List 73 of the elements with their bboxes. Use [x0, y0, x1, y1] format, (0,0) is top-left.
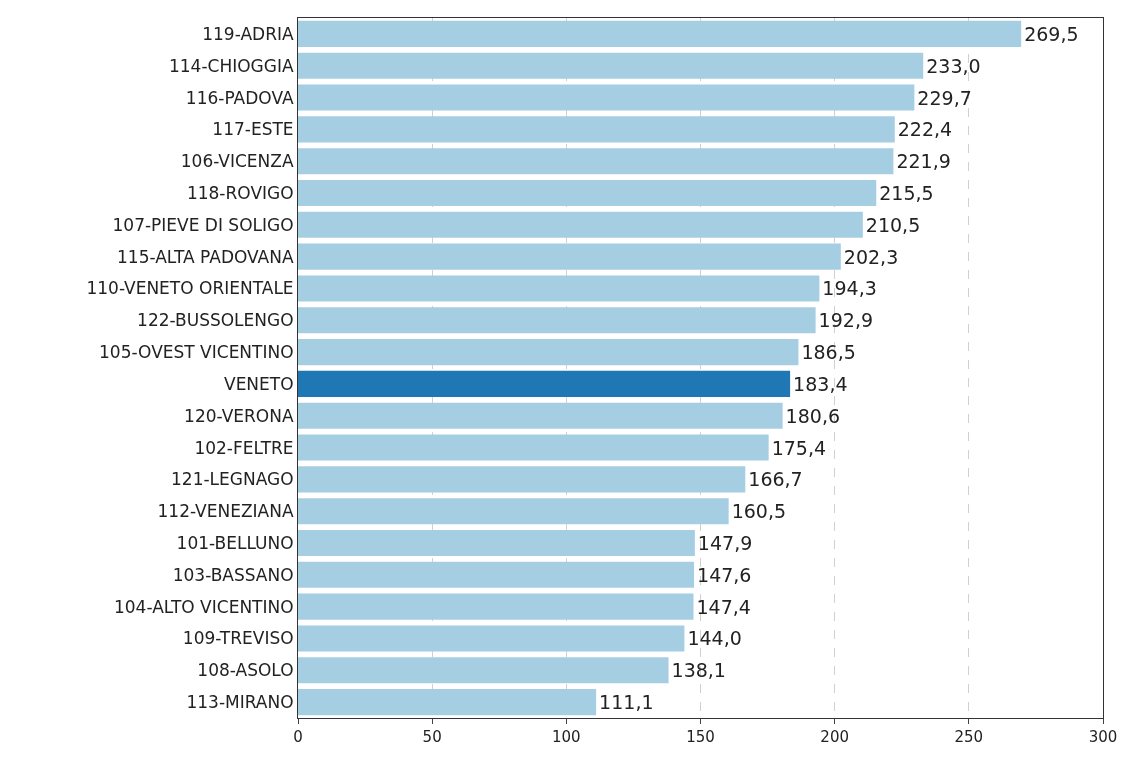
- y-tick-label: 115-ALTA PADOVANA: [117, 246, 294, 267]
- bar: [298, 657, 669, 684]
- x-tick-label: 50: [422, 728, 442, 746]
- bar: [298, 339, 799, 366]
- bar: [298, 625, 685, 652]
- y-tick-label: 104-ALTO VICENTINO: [113, 596, 294, 617]
- bar: [298, 402, 783, 429]
- data-label: 183,4: [793, 372, 848, 395]
- data-label: 147,6: [697, 563, 752, 586]
- bar: [298, 689, 597, 716]
- data-label: 111,1: [599, 691, 654, 714]
- data-label: 160,5: [731, 500, 787, 523]
- y-tick-label: 106-VICENZA: [180, 151, 294, 172]
- x-tick-label: 250: [954, 728, 984, 746]
- bar: [298, 498, 729, 525]
- y-tick-label: 102-FELTRE: [194, 437, 294, 458]
- y-tick-label: 101-BELLUNO: [176, 532, 294, 553]
- x-tick-label: 150: [686, 728, 715, 746]
- bar: [298, 561, 695, 588]
- data-label: 186,5: [801, 341, 856, 364]
- y-tick-label: 120-VERONA: [184, 405, 294, 426]
- data-label: 194,3: [822, 277, 877, 300]
- bar: [298, 529, 695, 557]
- y-tick-label: 116-PADOVA: [185, 87, 294, 108]
- x-tick-label: 0: [293, 728, 303, 746]
- data-label: 222,4: [897, 118, 953, 141]
- data-label: 233,0: [926, 54, 981, 77]
- data-label: 175,4: [771, 436, 827, 459]
- data-label: 147,4: [696, 595, 751, 618]
- data-label: 138,1: [671, 659, 726, 682]
- data-label: 215,5: [879, 182, 934, 204]
- y-tick-label: 108-ASOLO: [197, 660, 294, 681]
- bar: [298, 307, 816, 334]
- y-tick-label: VENETO: [224, 373, 294, 394]
- bar: [298, 179, 877, 207]
- y-tick-label: 110-VENETO ORIENTALE: [86, 278, 294, 299]
- y-tick-label: 119-ADRIA: [202, 23, 294, 44]
- data-label: 147,9: [697, 532, 753, 554]
- y-tick-label: 112-VENEZIANA: [157, 501, 294, 522]
- y-tick-label: 114-CHIOGGIA: [168, 55, 294, 76]
- y-tick-label: 121-LEGNAGO: [171, 469, 294, 490]
- data-label: 166,7: [748, 468, 803, 491]
- y-tick-label: 117-ESTE: [212, 119, 294, 140]
- data-label: 221,9: [896, 150, 951, 173]
- data-label: 210,5: [865, 213, 921, 236]
- data-label: 202,3: [843, 245, 899, 268]
- y-tick-label: 118-ROVIGO: [186, 182, 294, 203]
- y-tick-label: 105-OVEST VICENTINO: [99, 342, 294, 363]
- x-tick-label: 300: [1088, 728, 1118, 746]
- bar: [298, 20, 1022, 47]
- data-label: 229,7: [917, 86, 972, 109]
- bar: [298, 434, 769, 461]
- bar: [298, 370, 791, 397]
- y-tick-label: 107-PIEVE DI SOLIGO: [112, 214, 294, 235]
- data-label: 192,9: [818, 309, 874, 332]
- y-tick-label: 109-TREVISO: [182, 628, 294, 649]
- bar: [298, 116, 895, 143]
- bar: [298, 593, 694, 620]
- y-tick-label: 122-BUSSOLENGO: [137, 310, 294, 331]
- x-tick-label: 100: [552, 728, 581, 746]
- bar: [298, 275, 820, 302]
- x-tick-label: 200: [820, 728, 849, 746]
- data-label: 144,0: [687, 627, 742, 650]
- bar: [298, 466, 746, 493]
- y-tick-label: 113-MIRANO: [186, 692, 294, 713]
- bar: [298, 243, 841, 270]
- bar: [298, 148, 894, 175]
- data-label: 269,5: [1024, 22, 1079, 45]
- y-tick-label: 103-BASSANO: [172, 564, 294, 585]
- bar: [298, 84, 915, 111]
- bar: [298, 211, 863, 238]
- bar: [298, 52, 924, 79]
- data-label: 180,6: [785, 404, 841, 427]
